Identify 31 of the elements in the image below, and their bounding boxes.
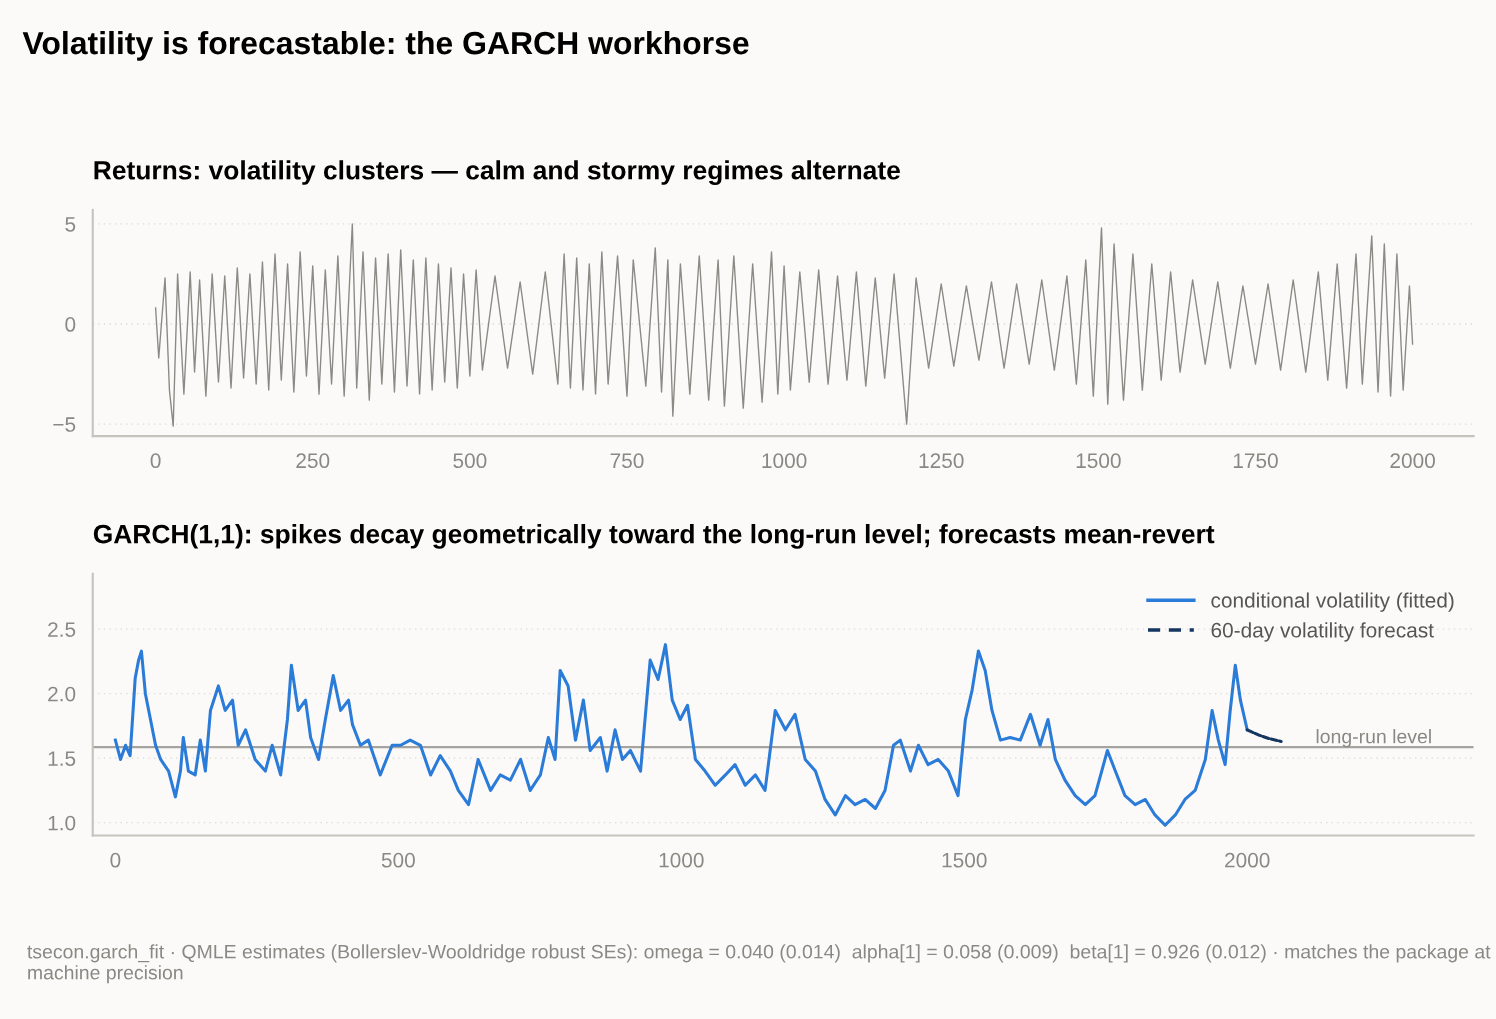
text: tsecon.garch_fit · QMLE estimates (Bollerslev-Wooldridge robust SEs): omega = 0.040 (0.014) alpha[1] = 0.058 (0.009) beta[1] = 0.926 (0.012) · matches the package at machine precision xyxy=(27,944,1491,984)
x-tick-label: 1750 xyxy=(1233,453,1278,469)
chart-title: GARCH(1,1): spikes decay geometrically toward the long-run level; forecasts mean-revert xyxy=(93,524,1215,549)
x-tick-label: 500 xyxy=(453,453,487,469)
y-tick-label: 5 xyxy=(65,217,76,232)
text: Volatility is forecastable: the GARCH workhorse xyxy=(22,30,749,61)
y-tick-label: −5 xyxy=(53,417,76,432)
x-tick-label: 500 xyxy=(381,852,415,868)
x-tick-label: 2000 xyxy=(1390,453,1435,469)
x-tick-label: 0 xyxy=(110,852,121,868)
y-tick-label: 1.5 xyxy=(48,751,76,766)
y-tick-label: 2.5 xyxy=(48,622,76,637)
line-series xyxy=(154,223,1414,427)
ref-line-label: long-run level xyxy=(1316,729,1431,748)
chart-title: Returns: volatility clusters — calm and stormy regimes alternate xyxy=(94,160,900,185)
x-tick-label: 1500 xyxy=(1076,453,1121,469)
x-tick-label: 2000 xyxy=(1225,852,1270,868)
x-tick-label: 0 xyxy=(150,453,161,469)
legend-label: 60-day volatility forecast xyxy=(1211,622,1434,642)
x-tick-label: 250 xyxy=(296,453,330,469)
x-tick-label: 750 xyxy=(610,453,644,469)
y-tick-label: 0 xyxy=(65,317,76,332)
y-tick-label: 1.0 xyxy=(48,815,76,831)
legend-label: conditional volatility (fitted) xyxy=(1211,592,1454,612)
x-tick-label: 1000 xyxy=(659,852,704,868)
line-series xyxy=(1245,728,1283,743)
line-series xyxy=(113,643,1249,827)
x-tick-label: 1000 xyxy=(762,453,807,469)
x-tick-label: 1250 xyxy=(919,453,964,469)
x-tick-label: 1500 xyxy=(942,852,987,868)
y-tick-label: 2.0 xyxy=(48,686,76,702)
